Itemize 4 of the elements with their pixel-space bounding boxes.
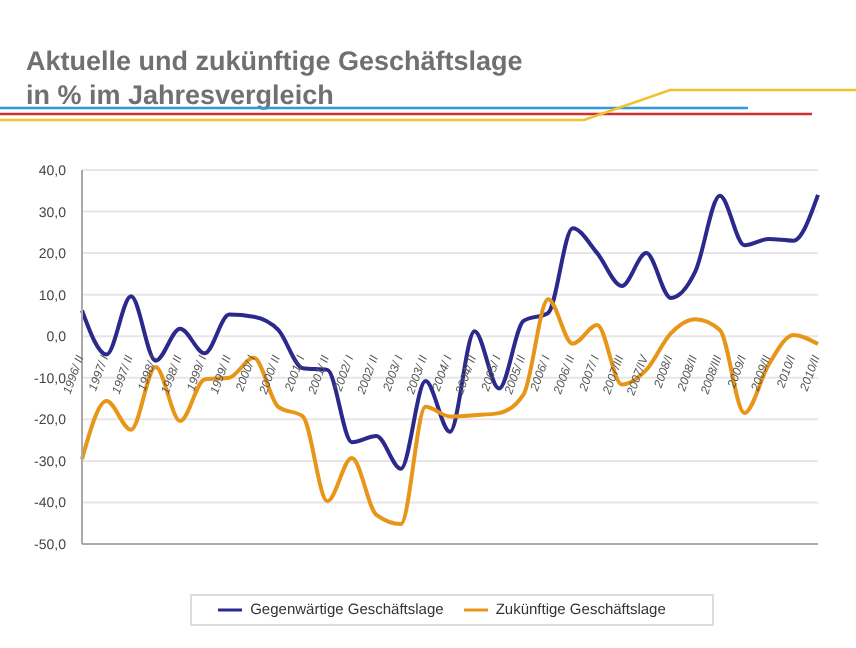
chart-title: Aktuelle und zukünftige Geschäftslage — [26, 44, 523, 78]
line-series — [80, 297, 820, 527]
chart-subtitle: in % im Jahresvergleich — [26, 78, 336, 112]
line-series — [80, 192, 820, 471]
